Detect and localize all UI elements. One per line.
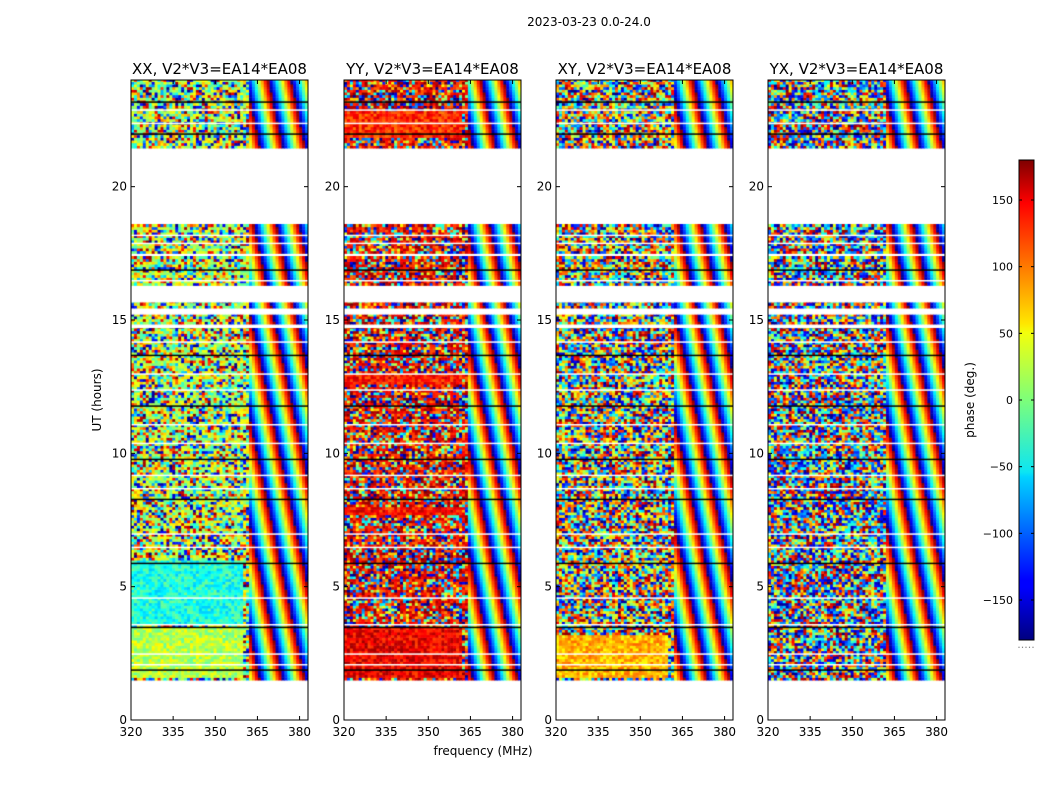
panel-title: XX, V2*V3=EA14*EA08 — [132, 60, 307, 78]
colorbar-tick-label: 150 — [992, 194, 1013, 207]
panel-frame — [767, 79, 946, 721]
panel-heatmap — [556, 80, 733, 720]
y-tick-label: 0 — [756, 713, 764, 727]
colorbar-label: phase (deg.) — [963, 362, 977, 438]
panel-frame — [130, 79, 309, 721]
y-tick-label: 20 — [537, 180, 552, 194]
x-tick-label: 335 — [799, 725, 822, 739]
panel-3: YX, V2*V3=EA14*EA08 320 335 350 365 380 0 5 10 15… — [749, 60, 948, 739]
y-tick-label: 20 — [112, 180, 127, 194]
panel-frame — [343, 79, 522, 721]
y-axis-label: UT (hours) — [90, 368, 104, 431]
y-tick-label: 5 — [544, 580, 552, 594]
x-axis-label: frequency (MHz) — [433, 744, 532, 758]
y-tick-label: 5 — [756, 580, 764, 594]
x-tick-label: 320 — [120, 725, 143, 739]
x-tick-label: 320 — [545, 725, 568, 739]
panel-heatmap — [768, 80, 945, 720]
panel-title: YY, V2*V3=EA14*EA08 — [345, 60, 519, 78]
y-tick-label: 0 — [544, 713, 552, 727]
x-tick-label: 365 — [671, 725, 694, 739]
panel-heatmap-canvas — [344, 80, 521, 720]
x-tick-label: 380 — [925, 725, 948, 739]
x-tick-label: 320 — [757, 725, 780, 739]
panel-heatmap-canvas — [131, 80, 308, 720]
y-tick-label: 10 — [749, 446, 764, 460]
colorbar-tick-label: 100 — [992, 261, 1013, 274]
panel-title: YX, V2*V3=EA14*EA08 — [769, 60, 944, 78]
colorbar-tick-label: −50 — [990, 461, 1013, 474]
y-tick-label: 20 — [325, 180, 340, 194]
colorbar-tick-label: 0 — [1006, 394, 1013, 407]
panel-0: XX, V2*V3=EA14*EA08 320 335 350 365 380 0 5 10 15… — [112, 60, 311, 739]
x-tick-label: 350 — [629, 725, 652, 739]
colorbar-tick-label: −100 — [983, 527, 1013, 540]
panel-heatmap — [344, 80, 521, 720]
x-tick-label: 335 — [587, 725, 610, 739]
y-tick-label: 10 — [537, 446, 552, 460]
x-tick-label: 365 — [459, 725, 482, 739]
panel-heatmap-canvas — [556, 80, 733, 720]
figure-title: 2023-03-23 0.0-24.0 — [527, 15, 651, 29]
y-tick-label: 20 — [749, 180, 764, 194]
y-tick-label: 15 — [325, 313, 340, 327]
y-tick-label: 0 — [332, 713, 340, 727]
y-tick-label: 0 — [119, 713, 127, 727]
x-tick-label: 335 — [375, 725, 398, 739]
colorbar-footnote: ..... — [1017, 638, 1034, 651]
y-tick-label: 5 — [332, 580, 340, 594]
panel-2: XY, V2*V3=EA14*EA08 320 335 350 365 380 0 5 10 15… — [537, 60, 736, 739]
x-tick-label: 350 — [417, 725, 440, 739]
colorbar: 150 100 50 0 −50 −100 −150 phase (deg.) ..... — [963, 159, 1035, 651]
x-tick-label: 335 — [162, 725, 185, 739]
colorbar-tick-label: −150 — [983, 594, 1013, 607]
panel-frame — [555, 79, 734, 721]
colorbar-tick-label: 50 — [999, 327, 1013, 340]
y-tick-label: 15 — [112, 313, 127, 327]
x-tick-label: 365 — [246, 725, 269, 739]
x-tick-label: 380 — [501, 725, 524, 739]
panel-title: XY, V2*V3=EA14*EA08 — [558, 60, 732, 78]
y-tick-label: 15 — [537, 313, 552, 327]
y-tick-label: 10 — [112, 446, 127, 460]
y-tick-label: 5 — [119, 580, 127, 594]
x-tick-label: 365 — [883, 725, 906, 739]
panel-1: YY, V2*V3=EA14*EA08 320 335 350 365 380 0 5 10 15… — [325, 60, 524, 739]
panel-heatmap — [131, 80, 308, 720]
y-tick-label: 10 — [325, 446, 340, 460]
y-tick-label: 15 — [749, 313, 764, 327]
panels: XX, V2*V3=EA14*EA08 320 335 350 365 380 0 5 10 15… — [112, 60, 948, 739]
x-tick-label: 350 — [841, 725, 864, 739]
x-tick-label: 350 — [204, 725, 227, 739]
x-tick-label: 380 — [713, 725, 736, 739]
panel-heatmap-canvas — [768, 80, 945, 720]
x-tick-label: 380 — [288, 725, 311, 739]
colorbar-ticks: 150 100 50 0 −50 −100 −150 — [983, 194, 1034, 607]
x-tick-label: 320 — [333, 725, 356, 739]
